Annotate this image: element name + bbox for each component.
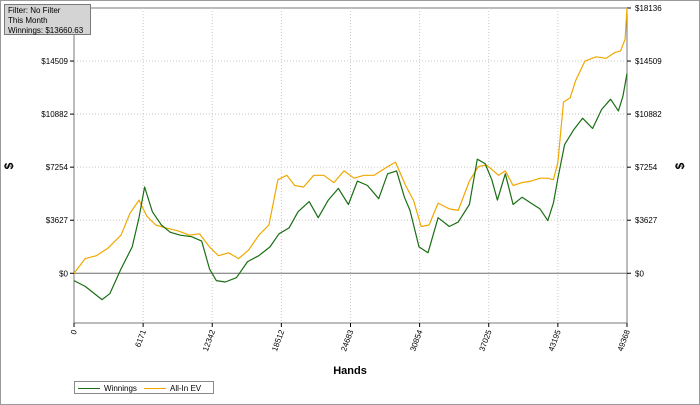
y-tick-label-right: $10882 [635, 110, 662, 119]
x-axis-title: Hands [333, 365, 367, 377]
y-tick-label-right: $7254 [635, 163, 658, 172]
x-tick-label: 43195 [547, 328, 563, 353]
y-tick-label-left: $10882 [41, 110, 68, 119]
x-tick-label: 0 [69, 328, 79, 336]
y-tick-label-left: $0 [59, 269, 68, 278]
chart-legend: Winnings All-In EV [74, 381, 214, 394]
series-layer [73, 7, 628, 301]
y-tick-label-left: $3627 [46, 216, 69, 225]
allin-ev-line [73, 7, 628, 274]
x-tick-label: 24683 [339, 328, 355, 353]
x-tick-label: 18512 [270, 328, 286, 353]
y-axis-title-right: $ [673, 162, 687, 169]
y-tick-label-right: $14509 [635, 57, 662, 66]
y-tick-label-right: $18136 [635, 4, 662, 13]
x-tick-label: 37025 [478, 328, 494, 353]
y-tick-label-left: $7254 [46, 163, 69, 172]
legend-label-winnings: Winnings [104, 384, 137, 393]
y-axis-title-left: $ [2, 162, 16, 169]
filter-label: Filter: No Filter [8, 6, 61, 15]
y-tick-label-right: $0 [635, 269, 644, 278]
y-tick-label-left: $14509 [41, 57, 68, 66]
legend-swatch-allin-ev [144, 388, 166, 389]
period-label: This Month [8, 16, 48, 25]
grid [74, 8, 627, 323]
y-tick-label-right: $3627 [635, 216, 658, 225]
x-tick-label: 30854 [408, 328, 424, 353]
x-tick-label: 49368 [616, 328, 632, 353]
legend-swatch-winnings [78, 388, 100, 389]
winnings-line [73, 73, 628, 301]
legend-label-allin-ev: All-In EV [170, 384, 202, 393]
winnings-summary: Winnings: $13660.63 [8, 26, 84, 35]
x-tick-label: 6171 [133, 328, 148, 348]
filter-info-box: Filter: No Filter This Month Winnings: $… [4, 4, 91, 35]
x-tick-label: 12342 [201, 328, 217, 353]
